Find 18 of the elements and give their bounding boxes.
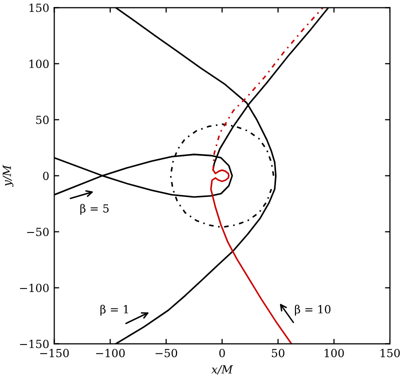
y-tick-label: 150 [30,4,49,12]
annotation: β = 1 [100,304,128,316]
y-tick-label: 100 [30,60,49,68]
annotation: β = 10 [294,304,330,316]
annotation: β = 5 [80,204,109,215]
x-axis-title: x/M [211,365,234,374]
y-tick-label: −50 [27,228,49,236]
y-axis-title: y/M [2,164,14,187]
y-tick-label: 0 [43,172,49,180]
y-tick-label: −100 [20,284,49,292]
x-tick-label: −100 [96,348,125,358]
x-tick-label: 150 [380,348,400,358]
x-tick-label: 100 [324,348,344,358]
y-tick-label: 50 [36,116,49,124]
y-tick-label: −150 [20,340,49,348]
x-tick-label: −50 [156,348,178,358]
x-tick-label: 50 [272,348,284,358]
x-tick-label: 0 [219,348,225,358]
